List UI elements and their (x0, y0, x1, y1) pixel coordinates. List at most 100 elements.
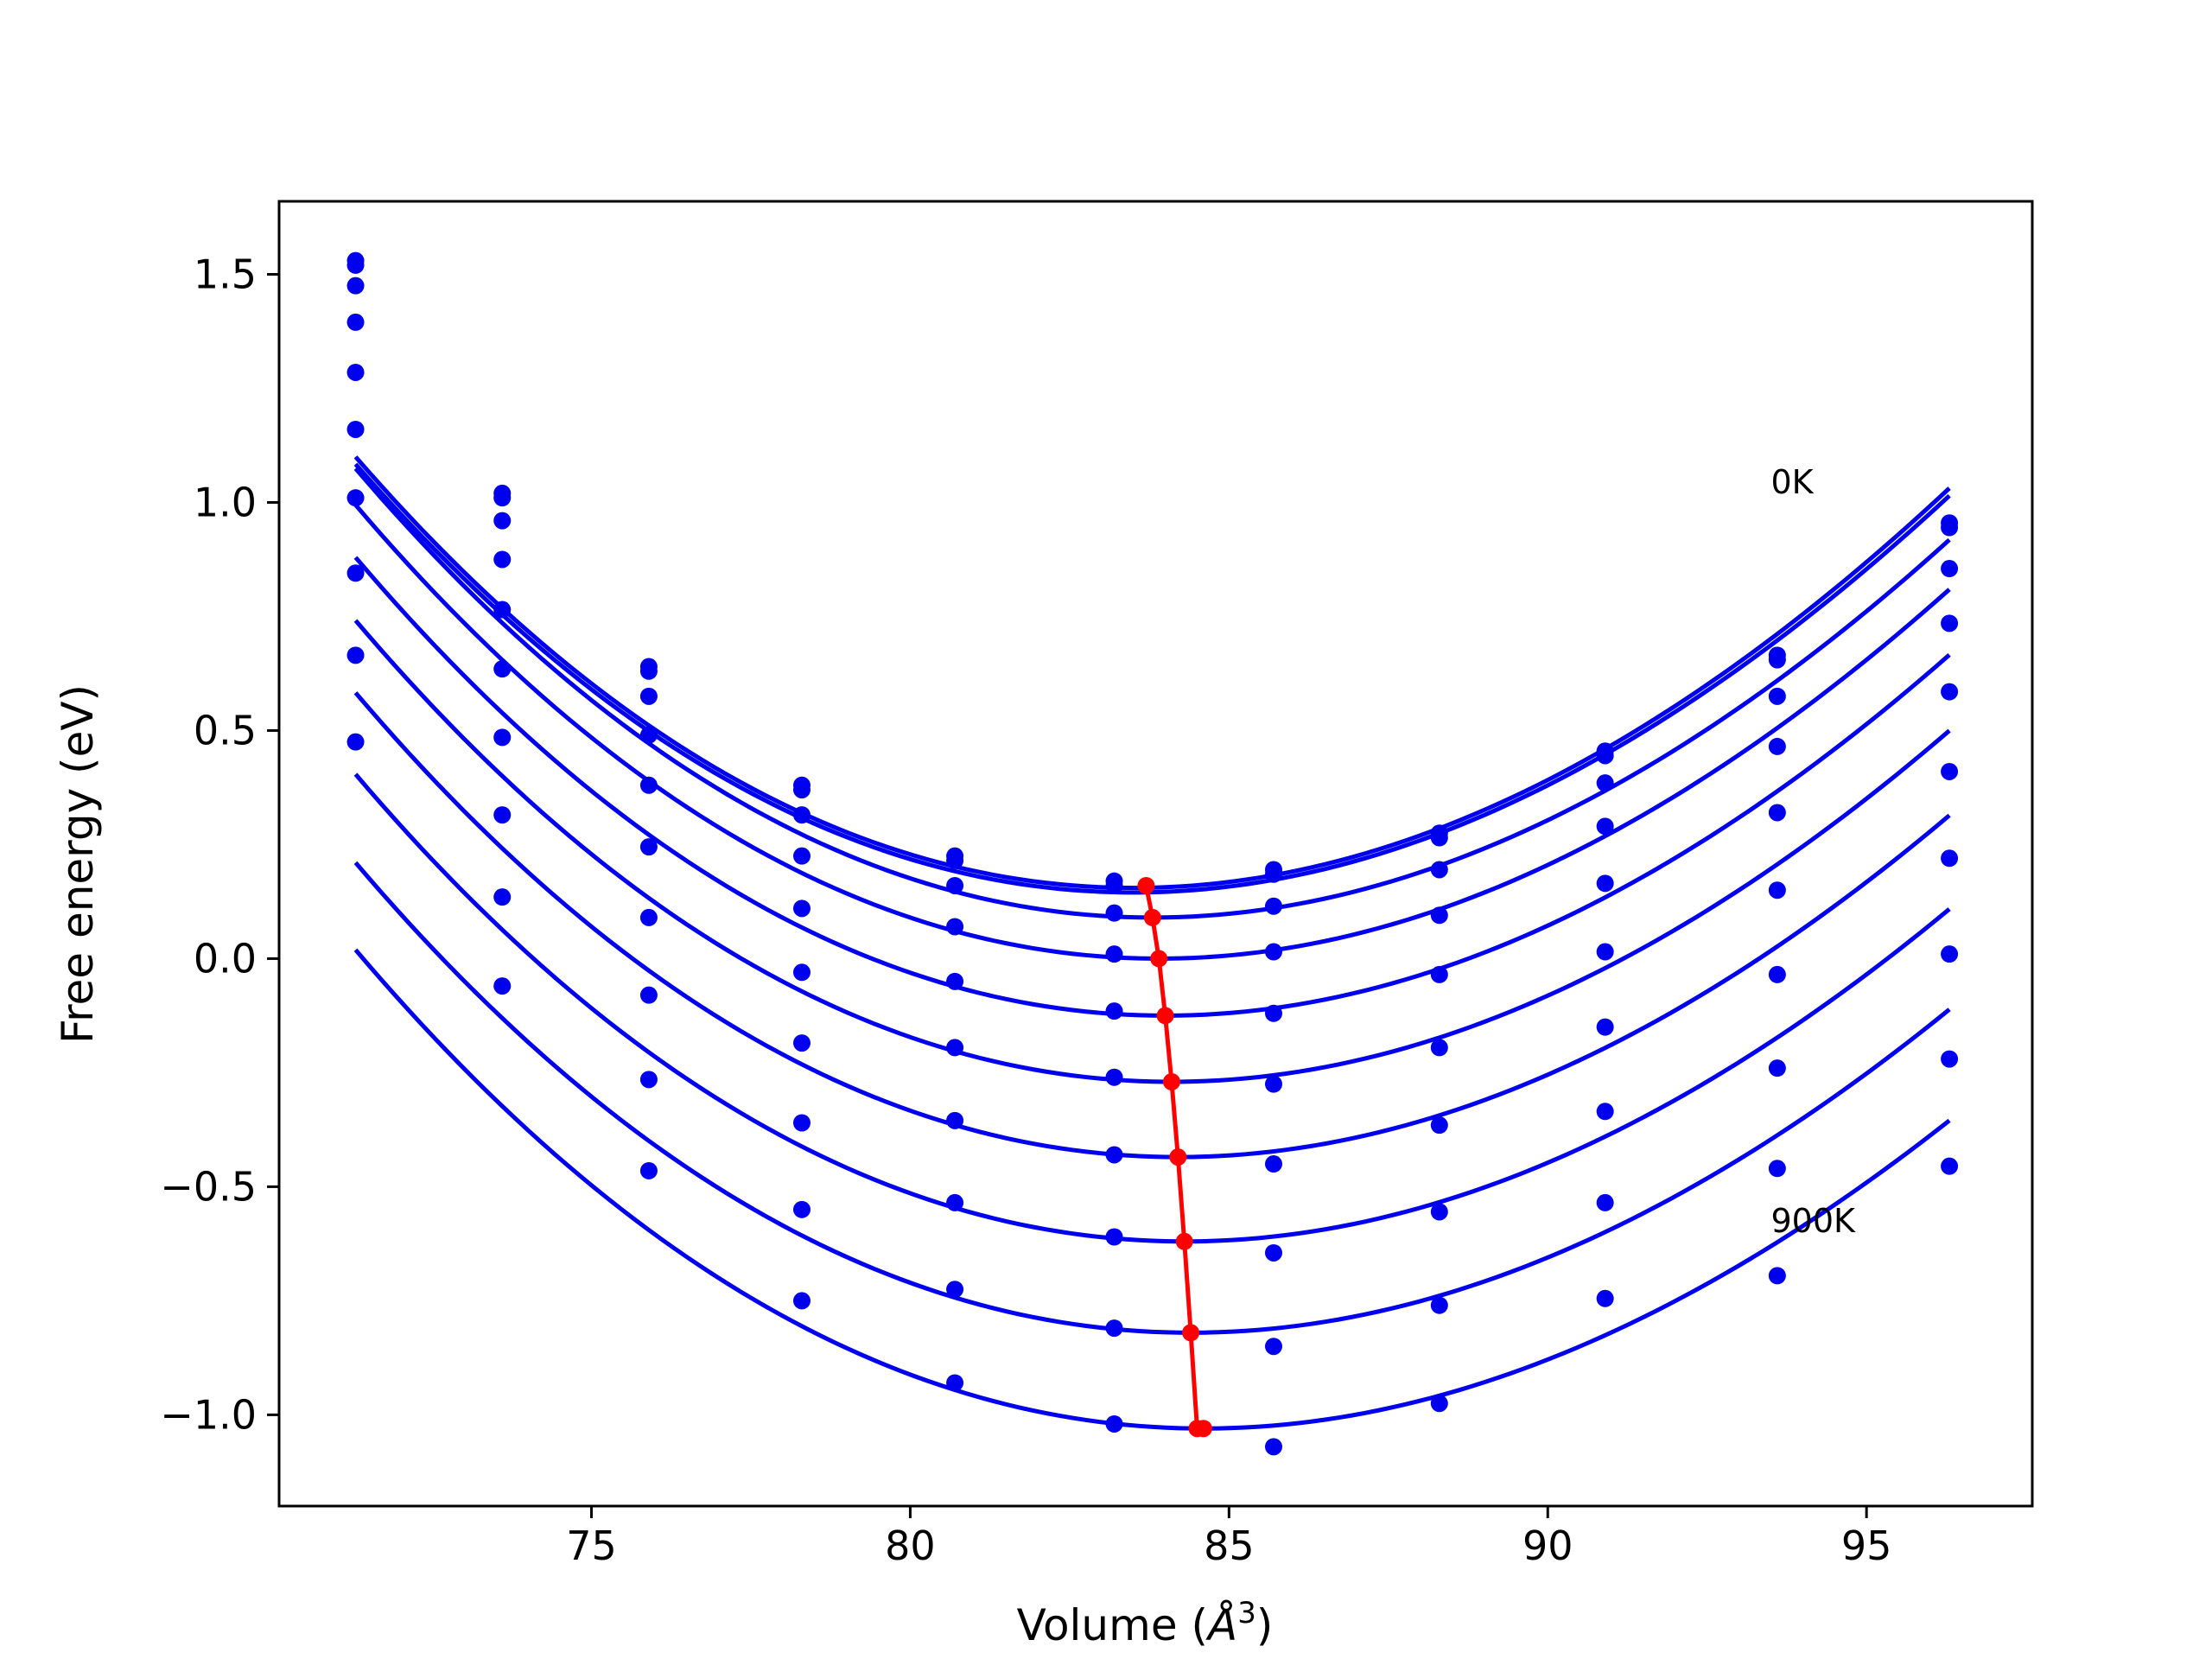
data-point-800K (1105, 1319, 1123, 1338)
fit-curve-900K (353, 948, 1951, 1431)
data-point-800K (1430, 1296, 1448, 1314)
data-point-500K (793, 963, 811, 982)
fit-curve-500K (353, 619, 1951, 1084)
fit-curve-800K (353, 861, 1951, 1335)
x-tick-label: 85 (1204, 1522, 1255, 1569)
minima-point (1137, 876, 1155, 894)
data-point-200K (946, 876, 964, 894)
y-tick-label: −0.5 (160, 1163, 257, 1210)
fit-curve-0K (353, 455, 1951, 891)
data-point-300K (1265, 943, 1282, 961)
plot-content (346, 251, 1959, 1456)
data-point-900K (1596, 1289, 1614, 1307)
minima-line (1143, 885, 1204, 1431)
fit-curve-600K (353, 691, 1951, 1160)
data-point-500K (946, 1039, 964, 1057)
data-point-200K (1596, 774, 1614, 792)
data-point-600K (346, 489, 365, 507)
data-point-400K (1265, 1004, 1282, 1022)
data-point-500K (639, 838, 658, 856)
data-point-400K (793, 899, 811, 918)
data-point-600K (493, 728, 512, 747)
data-point-100K (793, 781, 811, 799)
y-tick-label: −1.0 (160, 1391, 257, 1438)
data-point-500K (1941, 762, 1959, 780)
fit-curve-100K (353, 462, 1951, 895)
data-point-900K (1941, 1157, 1959, 1175)
data-point-700K (1596, 1103, 1614, 1121)
data-point-800K (1596, 1193, 1614, 1211)
data-point-500K (1596, 943, 1614, 961)
data-point-600K (1430, 1116, 1448, 1135)
data-point-700K (1430, 1203, 1448, 1221)
data-point-100K (639, 662, 658, 680)
minima-point (1143, 908, 1161, 926)
data-point-900K (639, 1161, 658, 1179)
data-point-300K (793, 847, 811, 865)
data-point-600K (793, 1034, 811, 1052)
data-point-100K (946, 851, 964, 869)
data-point-400K (1105, 1002, 1123, 1020)
data-point-400K (1941, 683, 1959, 701)
data-point-600K (946, 1111, 964, 1129)
data-point-900K (946, 1374, 964, 1392)
data-point-100K (346, 256, 365, 274)
y-tick-label: 1.5 (194, 251, 257, 297)
minima-point (1194, 1420, 1212, 1438)
data-point-700K (493, 806, 512, 824)
data-point-200K (793, 806, 811, 824)
data-point-300K (1430, 906, 1448, 925)
data-point-700K (346, 564, 365, 582)
data-point-800K (793, 1200, 811, 1218)
data-point-400K (493, 601, 512, 619)
data-point-200K (639, 687, 658, 705)
data-point-300K (639, 726, 658, 744)
data-point-800K (493, 888, 512, 906)
data-point-500K (1105, 1068, 1123, 1086)
data-point-100K (1941, 518, 1959, 537)
data-point-300K (1941, 614, 1959, 632)
y-tick-label: 1.0 (194, 479, 257, 525)
minima-point (1150, 950, 1168, 968)
annotation-900K: 900K (1770, 1202, 1856, 1240)
data-point-800K (946, 1281, 964, 1299)
data-point-100K (1768, 651, 1786, 669)
data-point-300K (493, 550, 512, 569)
data-point-600K (1265, 1155, 1282, 1173)
data-point-500K (1768, 881, 1786, 899)
minima-point (1169, 1148, 1187, 1166)
axes-frame (277, 200, 2034, 1508)
minima-point (1162, 1072, 1180, 1090)
axes: 75 80 85 90 95 −1.0 −0.5 0.0 0.5 1.0 1.5 (160, 200, 2034, 1569)
x-tick-label: 75 (566, 1522, 617, 1569)
data-point-700K (639, 986, 658, 1004)
data-point-600K (1768, 965, 1786, 983)
data-point-200K (1768, 687, 1786, 705)
data-point-100K (493, 489, 512, 507)
data-point-300K (1768, 737, 1786, 755)
fit-curve-700K (353, 772, 1951, 1244)
data-point-700K (946, 1193, 964, 1211)
data-point-600K (1596, 1018, 1614, 1036)
y-tick-label: 0.5 (194, 707, 257, 753)
data-point-900K (793, 1292, 811, 1310)
data-point-500K (1265, 1075, 1282, 1093)
minima-point (1156, 1007, 1174, 1025)
data-point-200K (1430, 861, 1448, 879)
data-point-200K (493, 512, 512, 530)
data-point-900K (1768, 1267, 1786, 1285)
data-point-100K (1430, 829, 1448, 847)
data-point-900K (346, 733, 365, 751)
data-point-400K (1768, 804, 1786, 822)
x-tick-label: 90 (1522, 1522, 1573, 1569)
data-point-700K (1768, 1059, 1786, 1077)
data-point-800K (1941, 1050, 1959, 1068)
data-point-300K (946, 918, 964, 936)
labels: Volume (Å3) Free energy (eV) (53, 684, 1273, 1650)
plot-area: 0K 900K (346, 251, 1959, 1456)
data-point-700K (1941, 945, 1959, 963)
fit-curve-400K (353, 556, 1951, 1018)
data-point-100K (1105, 876, 1123, 894)
y-axis-label: Free energy (eV) (53, 684, 103, 1044)
data-point-200K (1105, 904, 1123, 922)
